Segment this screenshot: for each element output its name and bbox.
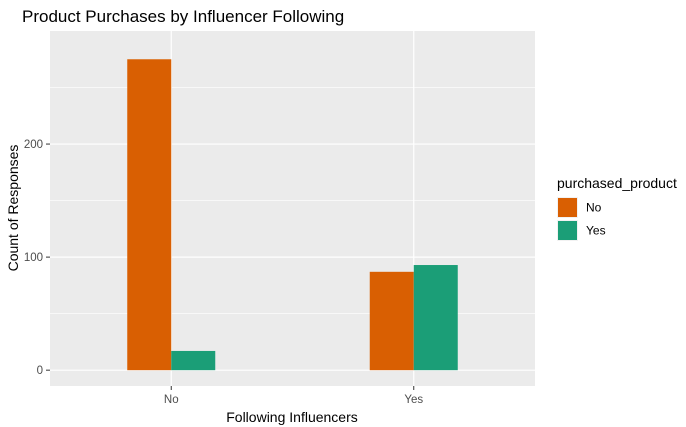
bar-no-no [127, 59, 172, 371]
x-axis: No Yes [164, 386, 423, 406]
x-tick-label: Yes [404, 394, 423, 406]
chart-title: Product Purchases by Influencer Followin… [22, 7, 344, 26]
bar-yes-yes [413, 265, 458, 371]
legend: purchased_product No Yes [557, 175, 677, 241]
y-tick-label: 100 [24, 252, 43, 264]
y-tick-label: 0 [37, 365, 43, 377]
legend-swatch-yes [558, 221, 577, 240]
y-axis: 0 100 200 [24, 139, 50, 377]
legend-label-no: No [586, 201, 602, 215]
y-axis-title: Count of Responses [5, 145, 21, 272]
legend-label-yes: Yes [586, 224, 606, 238]
plot-panel [50, 31, 535, 386]
x-tick-label: No [164, 394, 179, 406]
bar-yes-no [171, 350, 216, 371]
legend-title: purchased_product [557, 175, 677, 191]
legend-swatch-no [558, 198, 577, 217]
bar-no-yes [369, 271, 414, 371]
y-tick-label: 200 [24, 139, 43, 151]
x-axis-title: Following Influencers [226, 409, 358, 425]
panel-background [50, 31, 535, 386]
